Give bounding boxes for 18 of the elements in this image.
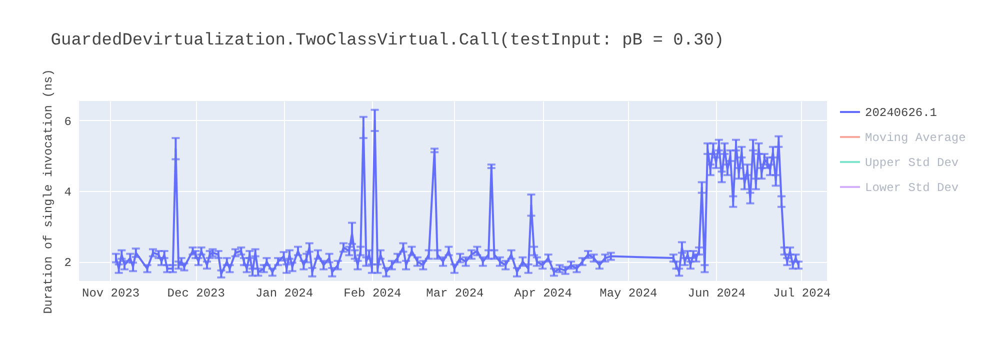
x-tick-label: Apr 2024 (514, 286, 572, 300)
legend-label: Lower Std Dev (865, 181, 959, 195)
x-tick-label: May 2024 (600, 286, 658, 300)
legend-label: 20240626.1 (865, 106, 938, 120)
x-tick-label: Mar 2024 (426, 286, 484, 300)
y-axis-title: Duration of single invocation (ns) (41, 69, 56, 314)
y-tick-label: 4 (64, 186, 72, 200)
chart-title: GuardedDevirtualization.TwoClassVirtual.Call(testInput: pB = 0.30) (50, 32, 724, 51)
x-tick-label: Feb 2024 (344, 286, 402, 300)
x-tick-label: Dec 2023 (167, 286, 225, 300)
y-tick-label: 6 (64, 114, 72, 129)
x-tick-label: Jun 2024 (688, 286, 746, 300)
legend-label: Moving Average (865, 131, 966, 145)
legend-label: Upper Std Dev (865, 156, 959, 170)
y-tick-label: 2 (64, 256, 72, 270)
x-tick-label: Jan 2024 (255, 286, 314, 300)
x-tick-label: Jul 2024 (773, 286, 831, 300)
x-tick-label: Nov 2023 (82, 286, 140, 300)
